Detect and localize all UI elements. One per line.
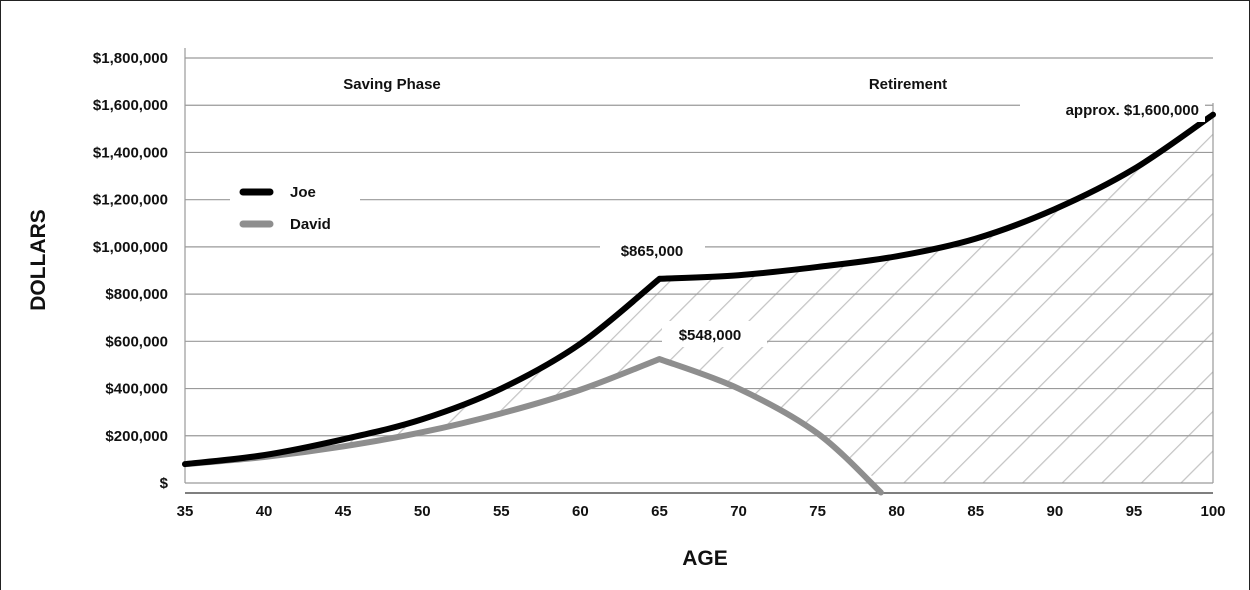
phase-label-bg-retirement — [845, 70, 965, 96]
y-tick-label: $200,000 — [105, 428, 168, 445]
x-tick-label: 90 — [1047, 503, 1064, 520]
y-tick-label: $600,000 — [105, 333, 168, 350]
x-tick-labels: 35 40 45 50 55 60 65 70 75 80 85 90 95 100 — [177, 503, 1226, 520]
x-tick-label: 80 — [888, 503, 905, 520]
y-tick-label: $1,200,000 — [93, 192, 168, 209]
y-tick-label: $1,600,000 — [93, 97, 168, 114]
annotation-joe-peak: $865,000 — [621, 243, 684, 260]
x-axis-title: AGE — [682, 547, 728, 570]
annotation-joe-final: approx. $1,600,000 — [1066, 102, 1199, 119]
x-tick-label: 40 — [256, 503, 273, 520]
x-tick-label: 60 — [572, 503, 589, 520]
series-line-joe — [182, 111, 1216, 468]
x-tick-label: 35 — [177, 503, 194, 520]
x-tick-label: 75 — [809, 503, 826, 520]
phase-label-retirement: Retirement — [869, 76, 947, 93]
y-tick-label: $ — [160, 475, 169, 492]
series-lines — [182, 111, 1216, 496]
x-tick-label: 95 — [1126, 503, 1143, 520]
legend: Joe David — [230, 176, 360, 236]
series-line-david — [182, 356, 884, 496]
x-tick-label: 45 — [335, 503, 352, 520]
y-tick-label: $1,400,000 — [93, 144, 168, 161]
x-tick-label: 50 — [414, 503, 431, 520]
x-tick-label: 100 — [1200, 503, 1225, 520]
y-tick-labels: $ $200,000 $400,000 $600,000 $800,000 $1,000,… — [93, 50, 169, 492]
phase-label-bg-saving — [330, 70, 460, 96]
phase-label-saving: Saving Phase — [343, 76, 441, 93]
annotation-bg-joe-final — [1020, 96, 1205, 122]
y-axis-title: DOLLARS — [27, 209, 50, 311]
y-tick-label: $400,000 — [105, 381, 168, 398]
legend-label-david: David — [290, 216, 331, 233]
y-tick-label: $1,000,000 — [93, 239, 168, 256]
x-tick-label: 55 — [493, 503, 510, 520]
x-tick-label: 70 — [730, 503, 747, 520]
annotation-bg-david-peak — [662, 321, 767, 347]
x-tick-label: 65 — [651, 503, 668, 520]
y-tick-label: $1,800,000 — [93, 50, 168, 67]
legend-label-joe: Joe — [290, 184, 316, 201]
hatch-fill — [185, 114, 1213, 484]
hatch-area — [185, 114, 1213, 484]
annotation-david-peak: $548,000 — [679, 327, 742, 344]
y-tick-label: $800,000 — [105, 286, 168, 303]
x-tick-label: 85 — [967, 503, 984, 520]
annotation-bg-joe-peak — [600, 236, 705, 262]
